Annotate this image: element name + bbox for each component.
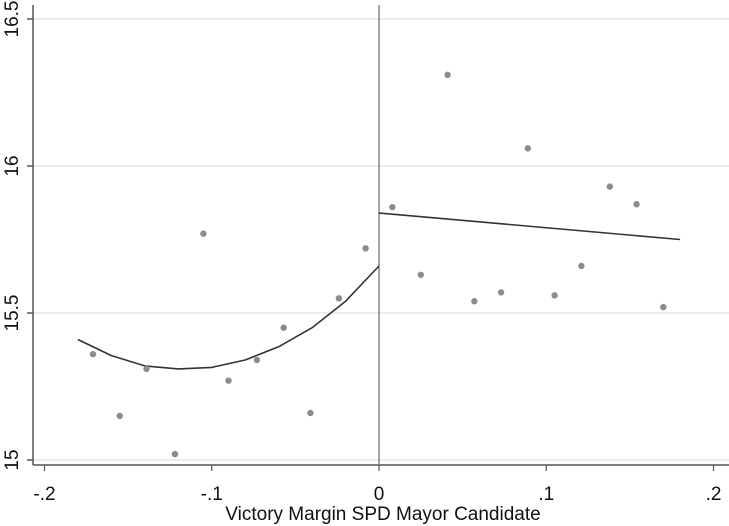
x-tick-label: -.1: [201, 484, 223, 505]
gridlines: [33, 18, 729, 461]
y-tick-label: 16.5: [2, 1, 23, 38]
x-tick-label: .2: [706, 484, 722, 505]
data-point: [307, 409, 314, 417]
data-point: [280, 324, 287, 331]
x-axis-ticks: -.2 -.1 0 .1 .2: [33, 465, 721, 505]
data-point: [389, 203, 396, 211]
x-tick-label: .1: [538, 484, 554, 505]
y-tick-label: 15: [2, 449, 23, 470]
data-point: [633, 201, 640, 208]
fit-lines: [77, 212, 681, 370]
data-point: [444, 71, 451, 79]
x-tick-label: -.2: [33, 484, 55, 505]
data-point: [417, 271, 425, 278]
x-tick-label: 0: [374, 484, 385, 505]
data-point: [362, 245, 369, 252]
scatter-points: [89, 71, 667, 458]
data-point: [225, 377, 232, 384]
data-point: [497, 289, 505, 296]
data-point: [471, 298, 478, 305]
data-point: [89, 350, 97, 358]
y-tick-label: 16: [2, 155, 23, 176]
x-axis-title: Victory Margin SPD Mayor Candidate: [225, 504, 540, 525]
data-point: [171, 450, 179, 458]
data-point: [660, 303, 667, 311]
data-point: [200, 230, 207, 237]
axes: [32, 5, 729, 466]
y-axis-ticks: 15 15.5 16 16.5: [2, 1, 33, 471]
data-point: [116, 412, 123, 420]
fit-line: [378, 212, 681, 241]
data-point: [524, 145, 532, 152]
fit-line: [77, 265, 380, 370]
data-point: [253, 356, 261, 364]
data-point: [335, 295, 343, 302]
data-point: [551, 292, 558, 299]
data-point: [143, 365, 150, 373]
data-point: [606, 183, 614, 190]
data-point: [578, 262, 585, 270]
y-tick-label: 15.5: [2, 295, 23, 332]
